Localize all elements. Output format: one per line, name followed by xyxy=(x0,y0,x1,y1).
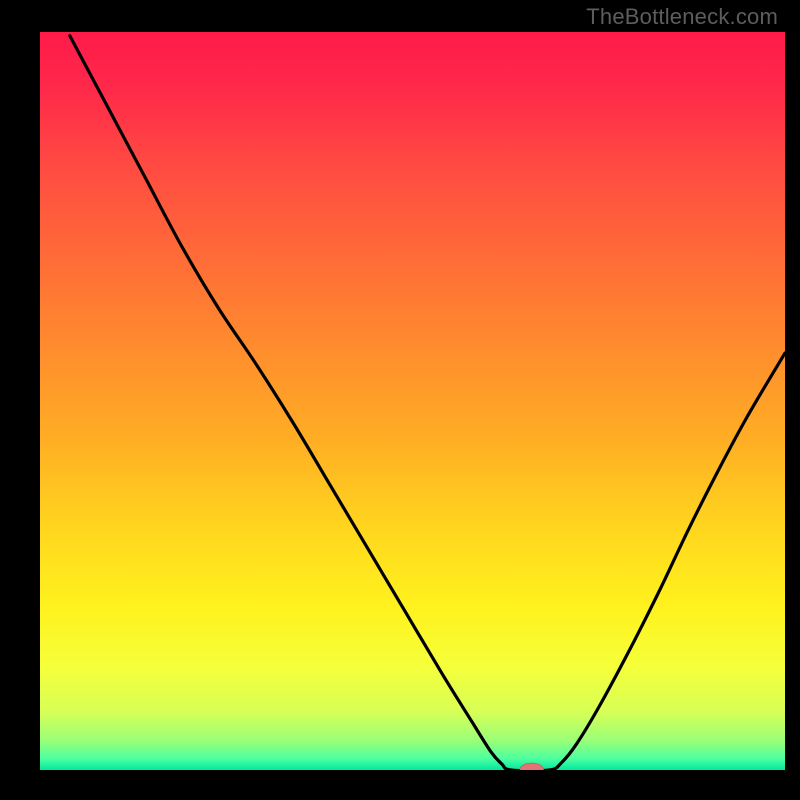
gradient-background xyxy=(40,32,785,770)
watermark-text: TheBottleneck.com xyxy=(586,4,778,30)
chart-frame: TheBottleneck.com xyxy=(0,0,800,800)
plot-area xyxy=(40,32,785,770)
chart-svg xyxy=(40,32,785,770)
